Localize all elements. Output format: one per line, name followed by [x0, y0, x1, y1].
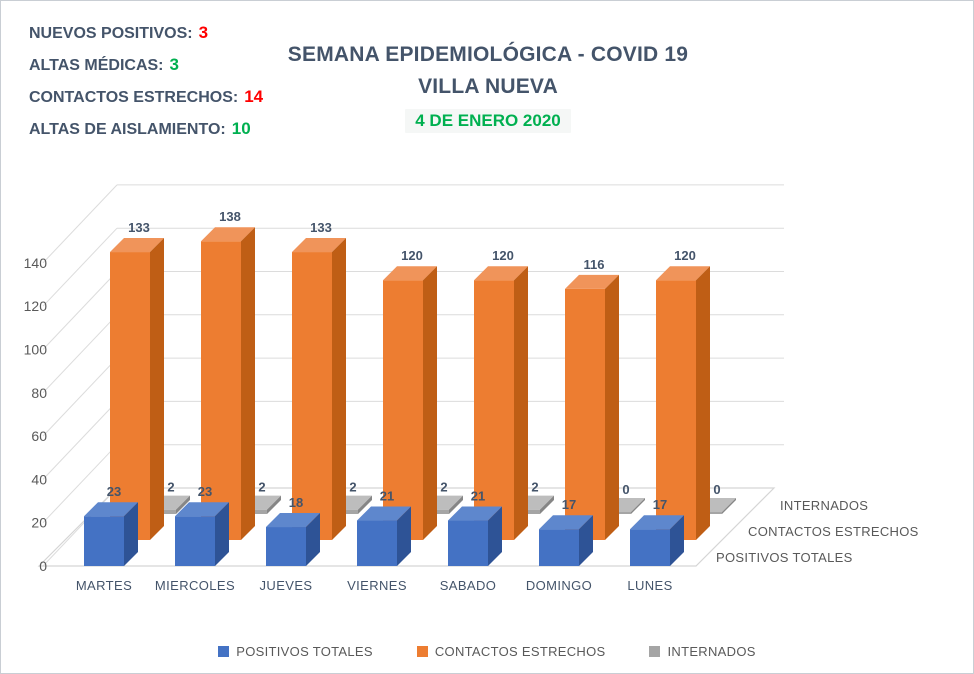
stat-contactos-estrechos: CONTACTOS ESTRECHOS: 14	[29, 81, 263, 113]
legend-item-positivos-totales: POSITIVOS TOTALES	[218, 644, 373, 659]
bar-value-label: 0	[622, 482, 629, 497]
bar-contactos-estrechos-martes	[110, 238, 164, 540]
bar-value-label: 0	[713, 482, 720, 497]
side-grid-line	[42, 444, 118, 524]
side-grid-line	[42, 271, 118, 350]
stat-label: ALTAS DE AISLAMIENTO:	[29, 121, 226, 138]
chart-title-block: SEMANA EPIDEMIOLÓGICA - COVID 19 VILLA N…	[238, 39, 738, 133]
category-label-martes: MARTES	[76, 578, 132, 593]
stat-altas-medicas: ALTAS MÉDICAS: 3	[29, 49, 263, 81]
bar-value-label: 133	[128, 220, 150, 235]
bar-value-label: 138	[219, 209, 241, 224]
category-label-jueves: JUEVES	[260, 578, 313, 593]
legend-item-internados: INTERNADOS	[649, 644, 755, 659]
y-axis-tick-label: 60	[31, 428, 47, 444]
bar-value-label: 21	[380, 489, 394, 504]
stat-label: ALTAS MÉDICAS:	[29, 57, 164, 74]
bar-value-label: 116	[584, 257, 605, 272]
chart-legend: POSITIVOS TOTALES CONTACTOS ESTRECHOS INTE…	[1, 644, 973, 659]
bar-contactos-estrechos-jueves	[292, 238, 346, 540]
stat-value: 10	[231, 119, 251, 138]
y-axis-tick-label: 140	[24, 255, 48, 271]
y-axis-tick-label: 20	[31, 515, 47, 531]
bar-value-label: 120	[492, 248, 514, 263]
side-grid-line	[42, 314, 118, 394]
side-grid-line	[42, 357, 118, 437]
depth-axis-label-internados: INTERNADOS	[780, 498, 868, 513]
category-label-lunes: LUNES	[627, 578, 672, 593]
category-label-sabado: SABADO	[440, 578, 497, 593]
chart-date: 4 DE ENERO 2020	[405, 109, 571, 133]
bar-value-label: 17	[653, 497, 667, 512]
legend-swatch	[649, 646, 661, 657]
bar-positivos-totales-sabado	[448, 506, 502, 566]
stat-label: CONTACTOS ESTRECHOS:	[29, 89, 239, 106]
y-axis-tick-label: 100	[24, 342, 48, 358]
legend-label: INTERNADOS	[667, 644, 756, 659]
bar-value-label: 133	[310, 220, 332, 235]
stat-value: 3	[198, 23, 209, 42]
bar-value-label: 2	[349, 480, 356, 495]
y-axis-tick-label: 80	[31, 385, 47, 401]
bar-value-label: 2	[531, 480, 538, 495]
bar-value-label: 120	[674, 248, 696, 263]
bar-positivos-totales-domingo	[539, 515, 593, 566]
bar-positivos-totales-miercoles	[175, 502, 229, 566]
bar-contactos-estrechos-lunes	[656, 266, 710, 540]
y-axis-tick-label: 40	[31, 471, 47, 487]
category-label-miercoles: MIERCOLES	[155, 578, 235, 593]
bar-positivos-totales-viernes	[357, 506, 411, 566]
bar-value-label: 17	[562, 497, 576, 512]
bar-value-label: 18	[289, 495, 303, 510]
legend-swatch	[416, 646, 428, 657]
side-grid-line	[42, 401, 118, 480]
bar-positivos-totales-martes	[84, 502, 138, 566]
bar-value-label: 21	[471, 489, 485, 504]
category-label-domingo: DOMINGO	[526, 578, 592, 593]
side-grid-line	[42, 227, 118, 307]
y-axis-tick-label: 0	[39, 558, 47, 574]
chart-title-line1: SEMANA EPIDEMIOLÓGICA - COVID 19	[287, 43, 689, 66]
depth-axis-label-positivos-totales: POSITIVOS TOTALES	[716, 550, 853, 565]
y-axis-tick-label: 120	[24, 298, 48, 314]
bar-value-label: 2	[258, 480, 265, 495]
stat-value: 3	[169, 55, 179, 74]
bar-value-label: 2	[167, 480, 174, 495]
chart-title-line2: VILLA NUEVA	[418, 75, 558, 98]
legend-label: CONTACTOS ESTRECHOS	[434, 644, 606, 659]
bar-positivos-totales-jueves	[266, 513, 320, 566]
bar-positivos-totales-lunes	[630, 515, 684, 566]
depth-axis-label-contactos-estrechos: CONTACTOS ESTRECHOS	[748, 524, 919, 539]
legend-label: POSITIVOS TOTALES	[236, 644, 373, 659]
bar-value-label: 23	[107, 484, 121, 499]
stat-nuevos-positivos: NUEVOS POSITIVOS: 3	[29, 17, 263, 49]
bar-value-label: 120	[401, 248, 423, 263]
side-grid-line	[42, 184, 118, 264]
legend-swatch	[218, 646, 230, 657]
bar-value-label: 2	[440, 480, 447, 495]
bar-contactos-estrechos-miercoles	[201, 227, 255, 541]
bar-contactos-estrechos-sabado	[474, 266, 528, 540]
stats-panel: NUEVOS POSITIVOS: 3 ALTAS MÉDICAS: 3 CONTACT…	[29, 17, 263, 145]
stat-label: NUEVOS POSITIVOS:	[29, 25, 193, 42]
legend-item-contactos-estrechos: CONTACTOS ESTRECHOS	[416, 644, 606, 659]
stat-altas-de-aislamiento: ALTAS DE AISLAMIENTO: 10	[29, 113, 263, 145]
bar-contactos-estrechos-domingo	[565, 274, 619, 540]
bar-value-label: 23	[198, 484, 212, 499]
stat-value: 14	[244, 87, 264, 106]
category-label-viernes: VIERNES	[347, 578, 407, 593]
bar-contactos-estrechos-viernes	[383, 266, 437, 540]
